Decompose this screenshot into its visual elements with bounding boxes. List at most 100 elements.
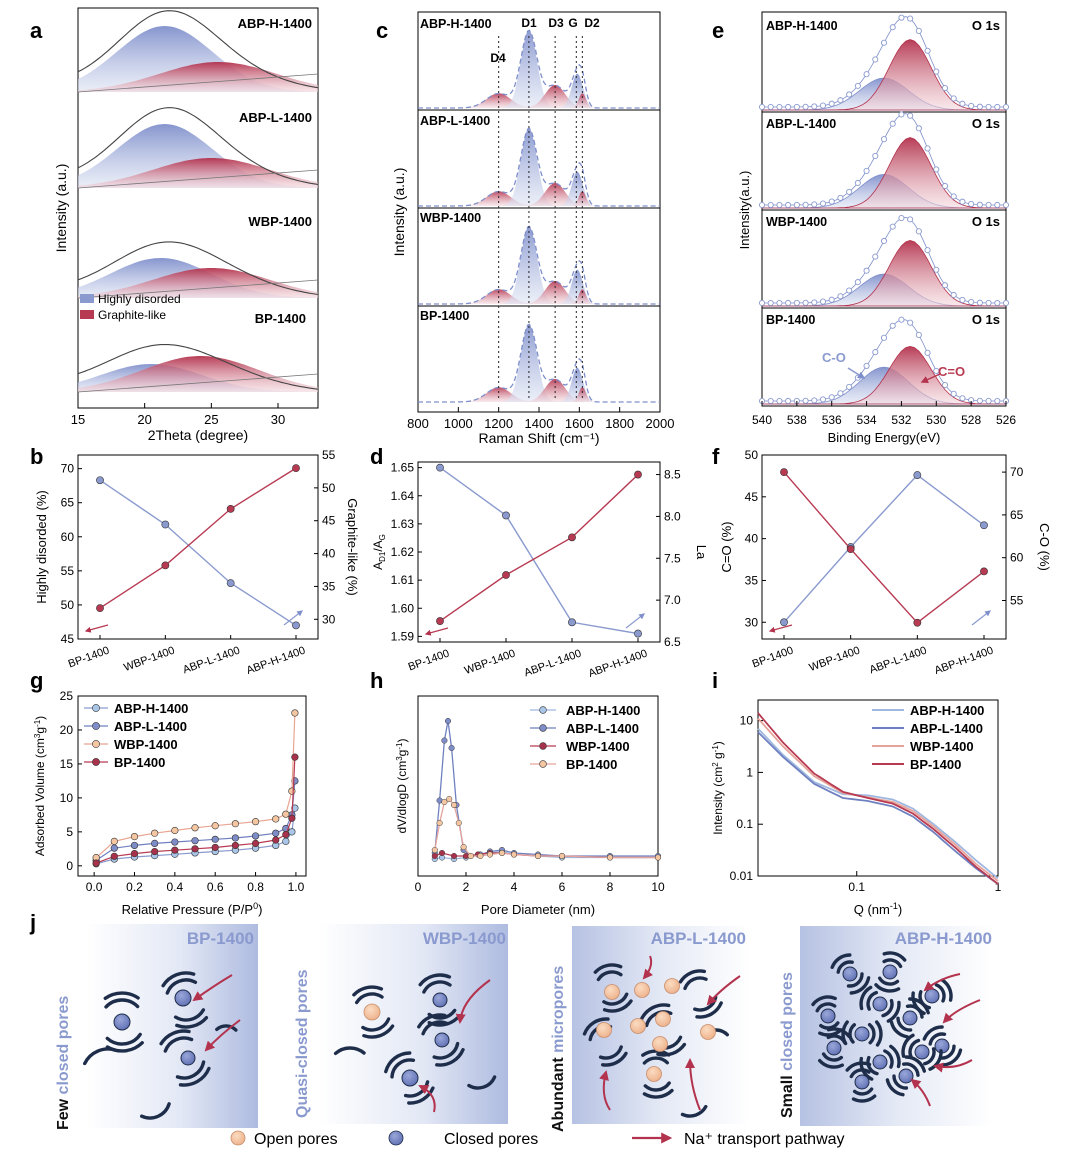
x-axis-label: Q (nm-1) [854, 901, 902, 917]
x-tick-label: BP-1400 [67, 645, 111, 671]
xps-data-point [767, 103, 774, 111]
x-axis-label: Pore Diameter (nm) [481, 902, 595, 917]
sample-label: ABP-H-1400 [238, 16, 312, 31]
panel-h: h 0 2 4 6 8 10 ABP-H-1400 ABP-L-1400 WBP-1400 BP-… [370, 668, 665, 917]
psd-point-3 [460, 843, 467, 851]
y-tick-label: 0.1 [736, 817, 753, 831]
raman-component-1-0 [418, 191, 660, 206]
series-point-1 [436, 617, 444, 625]
baseline-3 [77, 373, 319, 393]
x-tick-label: ABP-H-1400 [933, 645, 995, 677]
y-axis-label-left: AD1/AG [371, 534, 387, 570]
x-tick-label: 0.0 [86, 880, 103, 894]
x-tick-label: 1 [995, 880, 1002, 894]
carbon-layer [851, 1094, 877, 1103]
carbon-layer [390, 1058, 416, 1079]
x-tick-label: 538 [787, 413, 807, 427]
carbon-layer [362, 1024, 395, 1039]
xps-data-point [785, 299, 792, 307]
xps-data-point [828, 100, 835, 107]
schematic-side-label: Small closed pores [779, 972, 796, 1118]
psd-point-1 [444, 717, 452, 725]
x-tick-label: 1600 [565, 416, 594, 431]
x-tick-label: 10 [651, 880, 665, 894]
isotherm-point-3 [130, 849, 139, 858]
series-point-0 [980, 521, 988, 530]
carbon-layer [874, 983, 901, 993]
x-tick-label: 2 [463, 880, 470, 894]
open-pore [634, 982, 650, 998]
xps-data-point [889, 322, 896, 329]
isotherm-point-3 [282, 830, 290, 839]
x-tick-label: 1.0 [288, 880, 305, 894]
x-axis-label: Binding Energy(eV) [828, 430, 941, 445]
y-tick-label-left: 1.63 [391, 517, 415, 531]
xps-data-point [846, 188, 853, 195]
isotherm-point-2 [130, 833, 139, 841]
series-point-0 [96, 476, 104, 485]
o1s-tag: O 1s [972, 312, 1000, 327]
y-tick-label-right: 40 [322, 547, 336, 561]
y-tick-label-right: 65 [1010, 508, 1024, 522]
xps-data-point [933, 166, 940, 173]
peak-label-d2: D2 [584, 16, 600, 30]
baseline-2 [77, 279, 319, 299]
xps-data-point [880, 136, 888, 143]
na-transport-arrow [706, 975, 741, 1006]
isotherm-point-1 [231, 834, 239, 842]
x-tick-label: WBP-1400 [122, 645, 176, 674]
closed-pore-legend-icon [388, 1130, 404, 1146]
isotherm-point-1 [211, 835, 219, 843]
carbon-layer [885, 1078, 905, 1097]
x-tick-label: ABP-L-1400 [868, 645, 928, 677]
x-tick-label: 1400 [525, 416, 554, 431]
carbon-layer [836, 960, 854, 974]
y-tick-label-left: 35 [745, 573, 759, 587]
carbon-layer [333, 1046, 366, 1056]
xps-data-point [854, 279, 861, 286]
carbon-layer [175, 1016, 209, 1029]
carbon-layer [941, 1048, 963, 1067]
peak-label-d4: D4 [490, 51, 506, 65]
raman-curves [418, 29, 660, 403]
disordered-component-0 [78, 26, 318, 92]
legend-marker [92, 722, 100, 730]
axis-indicator-right [625, 613, 645, 629]
side-label-a: Small [779, 1071, 796, 1118]
closed-pore [820, 1008, 836, 1024]
plot-h: 0 2 4 6 8 10 ABP-H-1400 ABP-L-1400 WBP-1400 BP-14… [415, 703, 665, 894]
xps-data-point [915, 125, 922, 132]
na-transport-arrow [455, 979, 491, 1024]
xps-data-point [985, 201, 992, 208]
carbon-layer [811, 995, 837, 1007]
isotherm-point-2 [231, 820, 239, 828]
xps-data-point [811, 299, 818, 306]
x-tick-label: 1000 [444, 416, 473, 431]
axis-indicator-right [971, 610, 991, 626]
xps-data-point [898, 316, 905, 323]
isotherm-point-3 [110, 852, 118, 860]
xps-data-point [837, 293, 844, 300]
ylabel-mid: g [395, 750, 409, 757]
saxs-line-2 [757, 717, 999, 882]
carbon-layer [161, 971, 196, 988]
plot-frame [417, 695, 659, 877]
psd-point-3 [534, 852, 542, 860]
pore-schematics [83, 924, 992, 1128]
y-tick-label: 25 [60, 689, 74, 703]
ylabel-sub1: D1 [378, 551, 387, 562]
xps-data-point [819, 200, 827, 207]
closed-pore [872, 1054, 888, 1070]
carbon-layer [922, 1025, 944, 1041]
y-axis-label: dV/dlogD (cm3g-1) [395, 739, 409, 834]
isotherm-point-2 [251, 818, 260, 826]
xps-data-point [968, 200, 975, 207]
xps-data-point [837, 390, 844, 397]
series-point-0 [436, 463, 444, 472]
legend-label: ABP-H-1400 [566, 703, 640, 718]
x-tick-label: 534 [857, 413, 877, 427]
carbon-layer [104, 998, 140, 1009]
plot-frame [761, 454, 1007, 640]
saxs-line-0 [757, 727, 999, 880]
measured-profile-2 [77, 241, 319, 296]
